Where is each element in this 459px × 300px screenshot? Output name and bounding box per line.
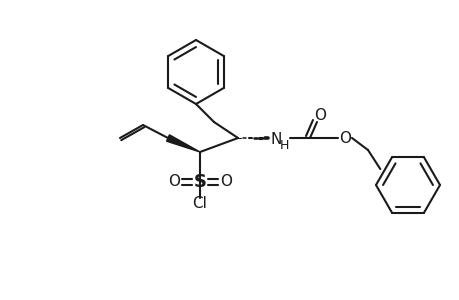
Text: S: S	[193, 173, 206, 191]
Text: O: O	[219, 175, 231, 190]
Text: O: O	[338, 130, 350, 146]
Text: H: H	[280, 139, 289, 152]
Polygon shape	[166, 135, 200, 152]
Text: O: O	[313, 107, 325, 122]
Text: Cl: Cl	[192, 196, 207, 211]
Text: N: N	[270, 131, 282, 146]
Text: O: O	[168, 175, 179, 190]
